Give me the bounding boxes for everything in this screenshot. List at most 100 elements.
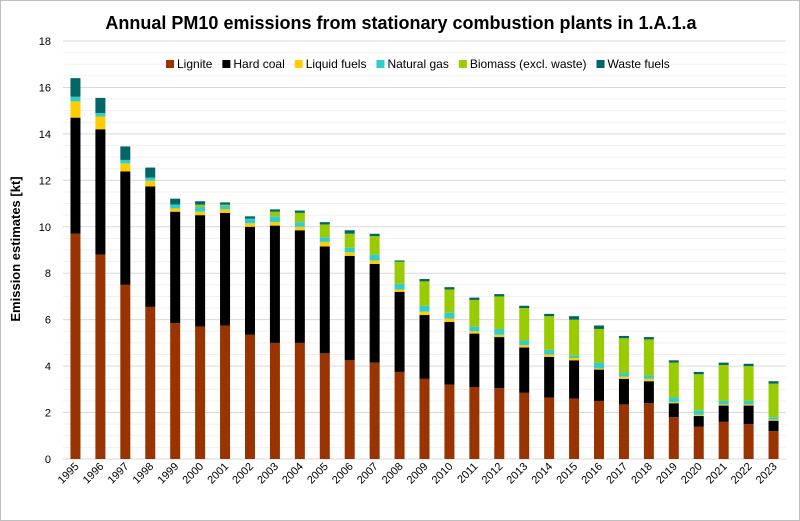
bar-segment-waste-fuels	[220, 202, 231, 205]
bar-segment-natural-gas	[344, 247, 355, 253]
bar-segment-biomass-excl-waste	[269, 211, 280, 217]
bar-segment-biomass-excl-waste	[344, 233, 355, 248]
bar-segment-lignite	[269, 342, 280, 459]
bar-segment-natural-gas	[768, 417, 779, 420]
bar-segment-hard-coal	[244, 226, 255, 335]
bar-segment-waste-fuels	[369, 233, 380, 237]
legend-swatch	[458, 60, 467, 68]
bar-segment-lignite	[569, 398, 580, 459]
x-tick-label: 1998	[131, 461, 157, 487]
bar-segment-lignite	[220, 325, 231, 459]
bar-segment-hard-coal	[519, 347, 530, 393]
bar-segment-hard-coal	[319, 246, 330, 354]
x-tick-label: 2002	[230, 461, 256, 487]
legend-label: Waste fuels	[608, 57, 670, 71]
bar-segment-waste-fuels	[145, 167, 156, 178]
bar-segment-liquid-fuels	[220, 209, 231, 213]
bar-segment-waste-fuels	[444, 287, 455, 290]
bar-segment-lignite	[95, 254, 106, 459]
bar-segment-biomass-excl-waste	[743, 366, 754, 401]
x-tick-label: 2023	[754, 461, 780, 487]
bar-segment-natural-gas	[120, 159, 131, 164]
bar-segment-hard-coal	[693, 416, 704, 427]
bar-segment-hard-coal	[195, 215, 206, 327]
bar-segment-waste-fuels	[244, 216, 255, 219]
bar-segment-hard-coal	[369, 263, 380, 363]
chart-title: Annual PM10 emissions from stationary co…	[105, 13, 697, 33]
legend-label: Liquid fuels	[306, 57, 367, 71]
bar-segment-biomass-excl-waste	[419, 281, 430, 306]
bar-segment-lignite	[718, 421, 729, 459]
x-tick-label: 1995	[56, 461, 82, 487]
bar-segment-lignite	[244, 334, 255, 459]
bar-segment-biomass-excl-waste	[220, 204, 231, 206]
bar-segment-hard-coal	[70, 117, 81, 234]
x-tick-label: 2011	[455, 461, 480, 486]
bar-segment-natural-gas	[594, 362, 605, 369]
bar-segment-waste-fuels	[743, 363, 754, 367]
x-tick-label: 2010	[430, 461, 456, 487]
bar-segment-liquid-fuels	[120, 163, 131, 172]
bar-segment-lignite	[145, 306, 156, 459]
bar-segment-liquid-fuels	[369, 260, 380, 264]
bar-segment-waste-fuels	[618, 335, 629, 339]
bar-segment-liquid-fuels	[95, 116, 106, 130]
bar-segment-biomass-excl-waste	[569, 319, 580, 356]
x-tick-label: 2016	[579, 461, 605, 487]
y-tick-label: 6	[45, 315, 51, 327]
legend-swatch	[166, 60, 174, 68]
bar-segment-liquid-fuels	[643, 378, 654, 382]
bar-segment-natural-gas	[718, 400, 729, 405]
bar-segment-lignite	[519, 392, 530, 459]
x-tick-label: 2021	[704, 461, 730, 487]
y-tick-label: 8	[45, 268, 51, 280]
bar-segment-waste-fuels	[768, 381, 779, 384]
bar-segment-natural-gas	[319, 237, 330, 242]
bar-segment-hard-coal	[618, 378, 629, 405]
bar-segment-liquid-fuels	[419, 311, 430, 316]
bar-segment-hard-coal	[743, 405, 754, 425]
bar-segment-biomass-excl-waste	[444, 289, 455, 313]
x-tick-label: 2018	[629, 461, 655, 487]
legend-label: Natural gas	[387, 57, 448, 71]
y-tick-label: 2	[45, 408, 51, 420]
y-tick-label: 18	[39, 36, 51, 48]
bar-segment-liquid-fuels	[768, 419, 779, 421]
bar-segment-natural-gas	[643, 375, 654, 379]
bar-segment-biomass-excl-waste	[594, 328, 605, 363]
bar-segment-hard-coal	[220, 212, 231, 326]
bar-segment-waste-fuels	[569, 316, 580, 320]
bar-segment-liquid-fuels	[693, 414, 704, 417]
bar-segment-waste-fuels	[643, 337, 654, 340]
bar-segment-hard-coal	[444, 321, 455, 385]
bar-segment-natural-gas	[145, 177, 156, 181]
bar-segment-lignite	[618, 404, 629, 459]
bar-segment-hard-coal	[494, 337, 505, 389]
x-tick-label: 2004	[280, 461, 306, 487]
bar-segment-biomass-excl-waste	[369, 236, 380, 255]
bar-segment-natural-gas	[294, 222, 305, 227]
bar-segment-natural-gas	[618, 373, 629, 377]
bar-segment-natural-gas	[369, 254, 380, 261]
y-axis-label: Emission estimates [kt]	[8, 176, 23, 321]
y-tick-label: 14	[39, 129, 51, 141]
bar-segment-waste-fuels	[319, 222, 330, 225]
bar-segment-waste-fuels	[269, 209, 280, 212]
bar-segment-biomass-excl-waste	[618, 338, 629, 374]
bar-segment-biomass-excl-waste	[394, 261, 405, 284]
bar-segment-hard-coal	[569, 360, 580, 399]
bar-segment-hard-coal	[120, 171, 131, 285]
bar-segment-liquid-fuels	[294, 226, 305, 231]
bar-segment-liquid-fuels	[668, 402, 679, 404]
bar-segment-liquid-fuels	[444, 318, 455, 322]
bar-segment-hard-coal	[668, 403, 679, 418]
bar-segment-liquid-fuels	[618, 376, 629, 379]
bar-segment-waste-fuels	[120, 146, 131, 160]
bar-segment-waste-fuels	[594, 325, 605, 329]
x-tick-label: 2012	[480, 461, 506, 487]
bar-segment-waste-fuels	[170, 198, 181, 205]
legend-swatch	[596, 60, 605, 68]
bar-segment-hard-coal	[768, 420, 779, 432]
x-tick-label: 2003	[255, 461, 281, 487]
legend-label: Biomass (excl. waste)	[470, 57, 587, 71]
